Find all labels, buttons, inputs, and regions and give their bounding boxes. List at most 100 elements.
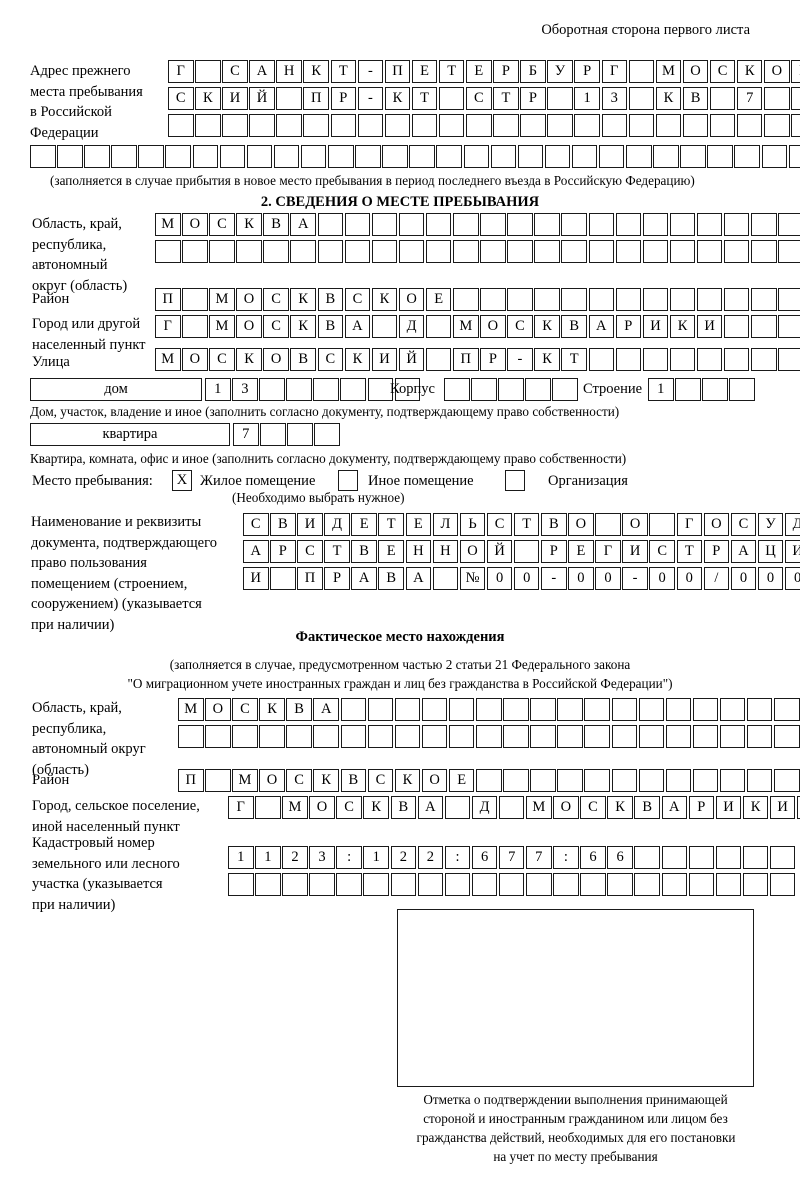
actual-region-r2-cell-11[interactable] — [448, 725, 475, 748]
document-r2-cell-9[interactable]: О — [459, 540, 486, 563]
section2-region-r1-cell-4[interactable]: К — [236, 213, 262, 236]
korpus-cell-3[interactable] — [498, 378, 524, 401]
document-r2-cell-5[interactable]: В — [351, 540, 377, 563]
prev-address-r1-cell-6[interactable]: К — [303, 60, 329, 83]
section2-street-cell-24[interactable] — [778, 348, 800, 371]
document-r1-cell-10[interactable]: С — [486, 513, 513, 536]
section2-street-cell-22[interactable] — [723, 348, 750, 371]
document-r3-cell-20[interactable]: 0 — [757, 567, 784, 590]
actual-city-cell-14[interactable]: С — [580, 796, 606, 819]
actual-city-cell-17[interactable]: А — [661, 796, 687, 819]
section2-city-cell-15[interactable]: К — [534, 315, 560, 338]
actual-city-cell-8[interactable]: А — [417, 796, 444, 819]
section2-street-cell-1[interactable]: М — [155, 348, 181, 371]
section2-region-r2-cell-3[interactable] — [209, 240, 235, 263]
prev-address-r1-cell-4[interactable]: А — [249, 60, 275, 83]
section2-region-r2-cell-10[interactable] — [398, 240, 425, 263]
prev-address-r1-cell-12[interactable]: Е — [466, 60, 492, 83]
cadastral-r2-cell-20[interactable] — [742, 873, 769, 896]
prev-address-r2-cell-24[interactable] — [791, 87, 800, 110]
actual-city-cell-15[interactable]: К — [607, 796, 633, 819]
actual-district-cell-10[interactable]: О — [421, 769, 448, 792]
section2-region-r2-cell-15[interactable] — [534, 240, 560, 263]
actual-city-cell-13[interactable]: О — [553, 796, 579, 819]
document-r3-cell-9[interactable]: № — [459, 567, 486, 590]
section2-city-cell-12[interactable]: М — [453, 315, 479, 338]
section2-city-cell-5[interactable]: С — [263, 315, 289, 338]
actual-city-cell-2[interactable] — [255, 796, 281, 819]
document-r1-cell-5[interactable]: Е — [351, 513, 377, 536]
actual-region-r1-cell-22[interactable] — [746, 698, 773, 721]
actual-region-r1-cell-23[interactable] — [774, 698, 800, 721]
document-r2-cell-7[interactable]: Н — [405, 540, 432, 563]
house-cell-2[interactable]: 3 — [232, 378, 258, 401]
cadastral-r1-cell-18[interactable] — [688, 846, 715, 869]
flat-cell-1[interactable]: 7 — [233, 423, 259, 446]
document-r3-cell-1[interactable]: И — [243, 567, 269, 590]
section2-region-r1-cell-18[interactable] — [615, 213, 642, 236]
cadastral-r2-cell-17[interactable] — [661, 873, 687, 896]
prev-address-r4-cell-29[interactable] — [788, 145, 800, 168]
prev-address-r4-cell-25[interactable] — [680, 145, 706, 168]
document-r2-cell-4[interactable]: Т — [324, 540, 350, 563]
document-r2-cell-11[interactable] — [513, 540, 540, 563]
actual-district-cell-21[interactable] — [719, 769, 746, 792]
prev-address-r4-cell-13[interactable] — [355, 145, 381, 168]
cadastral-r1-cell-3[interactable]: 2 — [282, 846, 308, 869]
prev-address-r1-cell-19[interactable]: М — [655, 60, 682, 83]
document-r1-cell-3[interactable]: И — [297, 513, 323, 536]
actual-region-r1-cell-12[interactable] — [476, 698, 502, 721]
prev-address-r3-cell-24[interactable] — [791, 114, 800, 137]
actual-region-r2-cell-7[interactable] — [340, 725, 367, 748]
section2-city-cell-11[interactable] — [425, 315, 452, 338]
document-r3-cell-7[interactable]: А — [405, 567, 432, 590]
section2-district-cell-8[interactable]: С — [344, 288, 371, 311]
section2-city-cell-9[interactable] — [371, 315, 398, 338]
actual-district-cell-14[interactable] — [530, 769, 556, 792]
document-r2-cell-15[interactable]: И — [622, 540, 648, 563]
section2-region-r1-cell-8[interactable] — [344, 213, 371, 236]
cadastral-r2-cell-21[interactable] — [769, 873, 796, 896]
actual-district-cell-6[interactable]: К — [313, 769, 339, 792]
house-cell-4[interactable] — [286, 378, 312, 401]
prev-address-r3-cell-1[interactable] — [168, 114, 194, 137]
cadastral-r1-cell-6[interactable]: 1 — [363, 846, 389, 869]
section2-region-r1-cell-9[interactable] — [371, 213, 398, 236]
section2-city-cell-18[interactable]: Р — [615, 315, 642, 338]
prev-address-r2-cell-22[interactable]: 7 — [736, 87, 763, 110]
house-cell-8[interactable] — [394, 378, 421, 401]
section2-street-cell-19[interactable] — [642, 348, 669, 371]
actual-region-r2-cell-23[interactable] — [774, 725, 800, 748]
document-r3-cell-18[interactable]: / — [703, 567, 730, 590]
section2-region-r2-cell-1[interactable] — [155, 240, 181, 263]
cadastral-r1-cell-8[interactable]: 2 — [417, 846, 444, 869]
section2-street-cell-18[interactable] — [615, 348, 642, 371]
prev-address-r4-cell-6[interactable] — [165, 145, 191, 168]
actual-region-r2-cell-22[interactable] — [746, 725, 773, 748]
prev-address-r3-cell-6[interactable] — [303, 114, 329, 137]
actual-city-cell-16[interactable]: В — [634, 796, 660, 819]
actual-district-cell-13[interactable] — [503, 769, 529, 792]
actual-region-r2-cell-21[interactable] — [719, 725, 746, 748]
section2-region-r2-cell-13[interactable] — [480, 240, 506, 263]
document-r3-cell-5[interactable]: А — [351, 567, 377, 590]
prev-address-r2-cell-13[interactable]: Т — [493, 87, 519, 110]
prev-address-r2-cell-4[interactable]: Й — [249, 87, 275, 110]
actual-region-r1-cell-17[interactable] — [611, 698, 637, 721]
cadastral-r1-cell-21[interactable] — [769, 846, 796, 869]
section2-district-cell-9[interactable]: К — [371, 288, 398, 311]
document-r2-cell-13[interactable]: Е — [568, 540, 594, 563]
actual-region-r2-cell-12[interactable] — [476, 725, 502, 748]
section2-region-r2-cell-17[interactable] — [588, 240, 614, 263]
section2-city-cell-1[interactable]: Г — [155, 315, 181, 338]
prev-address-r1-cell-22[interactable]: К — [736, 60, 763, 83]
document-r3-cell-6[interactable]: В — [378, 567, 404, 590]
actual-city-cell-3[interactable]: М — [282, 796, 308, 819]
stroenie-cell-4[interactable] — [729, 378, 755, 401]
